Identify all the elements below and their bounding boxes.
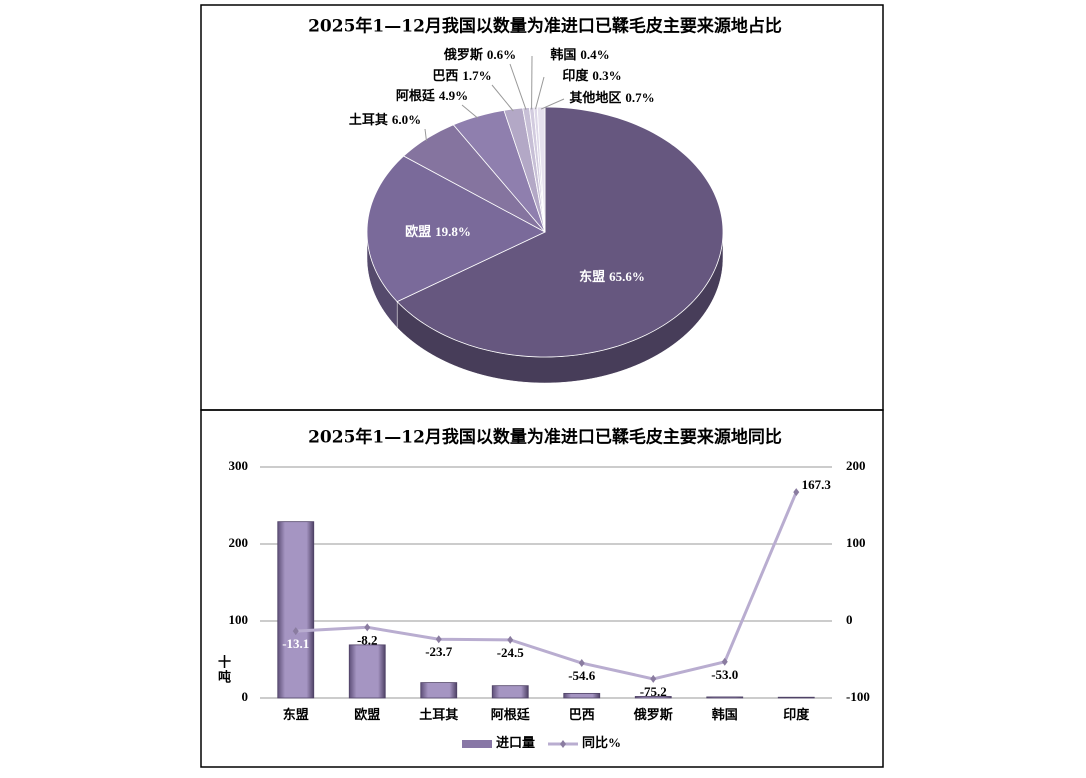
- slice-label: 俄罗斯 0.6%: [443, 47, 516, 62]
- bar: [492, 686, 528, 698]
- y-tick-label: 0: [242, 689, 249, 704]
- slice-value: 65.6%: [609, 269, 645, 284]
- x-tick-label: 俄罗斯: [633, 707, 673, 722]
- slice-label: 其他地区 0.7%: [569, 90, 654, 105]
- combo-title: 2025年1—12月我国以数量为准进口已鞣毛皮主要来源地同比: [308, 427, 782, 448]
- pie-title: 2025年1—12月我国以数量为准进口已鞣毛皮主要来源地占比: [308, 16, 782, 37]
- slice-category: 韩国: [550, 47, 576, 62]
- x-tick-label: 东盟: [283, 707, 309, 722]
- leader-line: [492, 85, 513, 111]
- data-label: -54.6: [568, 668, 596, 683]
- data-label: -13.1: [282, 636, 309, 651]
- slice-label: 韩国 0.4%: [550, 47, 609, 62]
- slice-value: 0.6%: [487, 47, 516, 62]
- bar: [778, 697, 814, 698]
- line-marker: [436, 635, 442, 643]
- data-label: -23.7: [425, 644, 453, 659]
- slice-value: 19.8%: [435, 224, 471, 239]
- x-tick-label: 欧盟: [354, 707, 380, 722]
- bar: [349, 645, 385, 698]
- line-marker: [507, 636, 513, 644]
- data-label: -8.2: [357, 632, 378, 647]
- bar: [421, 683, 457, 698]
- slice-value: 0.3%: [592, 68, 621, 83]
- leader-line: [510, 64, 526, 110]
- legend-label: 进口量: [496, 735, 535, 750]
- legend-swatch: [462, 740, 492, 748]
- x-tick-label: 阿根廷: [491, 707, 531, 722]
- x-tick-label: 韩国: [712, 707, 738, 722]
- slice-category: 印度: [562, 68, 589, 83]
- slice-label: 巴西 1.7%: [432, 68, 491, 83]
- slice-category: 巴西: [432, 68, 458, 83]
- data-label: -53.0: [711, 667, 738, 682]
- y2-tick-label: 200: [846, 458, 866, 473]
- slice-category: 欧盟: [405, 224, 431, 239]
- slice-label: 东盟 65.6%: [579, 269, 645, 284]
- y2-tick-label: 0: [846, 612, 853, 627]
- x-tick-label: 巴西: [569, 707, 595, 722]
- slice-value: 0.7%: [625, 90, 654, 105]
- bar: [707, 697, 743, 698]
- data-label: -75.2: [640, 684, 667, 699]
- bar: [278, 522, 314, 698]
- slice-category: 土耳其: [349, 112, 388, 127]
- data-label: -24.5: [497, 645, 525, 660]
- y-axis-label: 十吨: [216, 654, 231, 685]
- slice-value: 0.4%: [580, 47, 609, 62]
- legend-label: 同比%: [582, 735, 621, 750]
- slice-category: 阿根廷: [396, 88, 436, 103]
- y2-tick-label: 100: [846, 535, 866, 550]
- slice-category: 东盟: [579, 269, 605, 284]
- x-tick-label: 土耳其: [419, 707, 458, 722]
- slice-value: 4.9%: [439, 88, 468, 103]
- line-marker: [364, 623, 370, 631]
- slice-value: 6.0%: [392, 112, 421, 127]
- slice-label: 欧盟 19.8%: [405, 224, 471, 239]
- slice-category: 俄罗斯: [443, 47, 483, 62]
- leader-line: [462, 105, 478, 118]
- y-tick-label: 100: [229, 612, 249, 627]
- data-label: 167.3: [802, 477, 832, 492]
- slice-value: 1.7%: [462, 68, 491, 83]
- slice-category: 其他地区: [569, 90, 621, 105]
- x-tick-label: 印度: [783, 707, 810, 722]
- y-tick-label: 200: [229, 535, 249, 550]
- bar: [564, 693, 600, 698]
- line-marker: [650, 675, 656, 683]
- slice-label: 土耳其 6.0%: [349, 112, 421, 127]
- line-marker: [579, 659, 585, 667]
- y2-tick-label: -100: [846, 689, 870, 704]
- legend-marker: [560, 740, 566, 748]
- leader-line: [535, 77, 544, 109]
- y-tick-label: 300: [229, 458, 249, 473]
